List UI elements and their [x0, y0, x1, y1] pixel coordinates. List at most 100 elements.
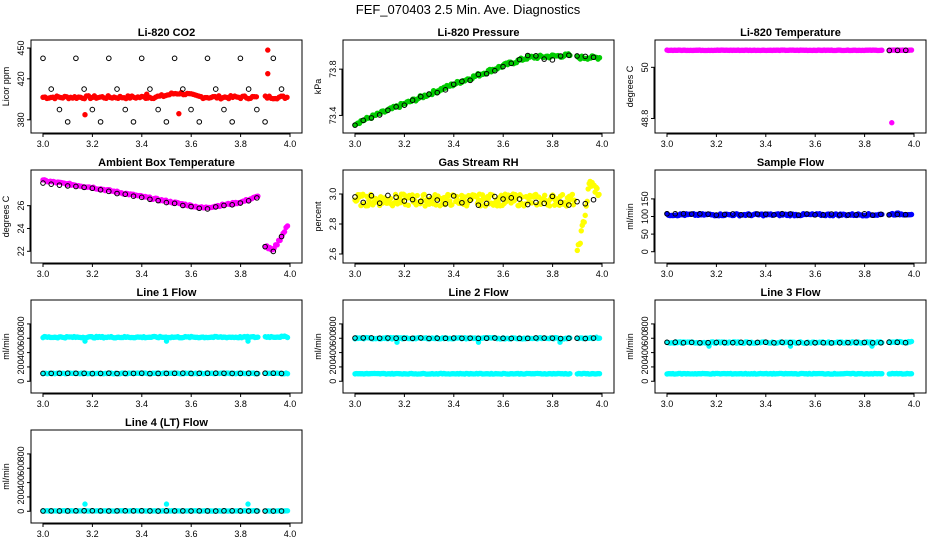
x-tick-label: 3.0	[349, 399, 362, 409]
data-point	[582, 53, 589, 60]
data-point	[270, 508, 277, 514]
data-point	[886, 47, 893, 54]
x-tick-label: 3.2	[86, 269, 99, 279]
data-point	[163, 119, 170, 125]
data-point	[56, 182, 63, 188]
data-point	[574, 247, 580, 254]
data-series	[40, 89, 260, 118]
data-point	[106, 508, 112, 514]
x-tick-label: 3.2	[398, 139, 411, 149]
data-point	[500, 63, 506, 70]
data-point	[467, 197, 473, 203]
data-point	[582, 335, 589, 342]
data-point	[48, 181, 55, 187]
data-point	[418, 198, 424, 205]
data-point	[894, 211, 901, 218]
x-tick-label: 3.4	[136, 269, 149, 279]
x-tick-label: 3.6	[185, 529, 198, 539]
data-point	[284, 94, 290, 100]
data-point	[421, 191, 427, 198]
data-point	[73, 183, 79, 190]
data-series	[574, 370, 603, 377]
data-point	[492, 193, 498, 200]
x-tick-label: 3.4	[136, 399, 149, 409]
data-point	[368, 192, 375, 199]
y-tick-label: 600	[328, 331, 338, 346]
x-tick-label: 3.2	[398, 269, 411, 279]
x-tick-label: 3.8	[234, 139, 247, 149]
y-tick-label: 200	[16, 359, 26, 374]
x-tick-label: 3.0	[37, 529, 50, 539]
data-point	[229, 508, 235, 514]
x-tick-label: 3.4	[136, 529, 149, 539]
data-point	[549, 335, 556, 341]
data-point	[245, 86, 252, 92]
data-point	[401, 198, 408, 204]
data-point	[237, 200, 244, 206]
data-point	[459, 335, 465, 342]
data-point	[82, 501, 88, 507]
data-point	[270, 55, 277, 62]
data-point	[114, 508, 120, 514]
x-tick-label: 3.6	[185, 399, 198, 409]
data-point	[754, 211, 761, 217]
data-point	[144, 91, 150, 97]
data-point	[278, 508, 285, 514]
data-series	[352, 192, 597, 208]
x-tick-label: 3.0	[661, 399, 674, 409]
data-series	[40, 370, 285, 377]
data-point	[483, 335, 490, 342]
data-point	[434, 335, 441, 341]
data-point	[566, 52, 572, 59]
data-point	[442, 201, 449, 207]
data-point	[483, 200, 490, 207]
data-point	[97, 186, 104, 193]
y-tick-label: 26	[16, 201, 26, 211]
x-tick-label: 3.0	[37, 139, 50, 149]
data-point	[221, 106, 227, 113]
data-point	[508, 60, 515, 67]
data-point	[467, 335, 473, 341]
data-point	[245, 198, 252, 204]
data-point	[81, 184, 87, 191]
data-point	[196, 370, 203, 377]
x-tick-label: 3.4	[136, 139, 149, 149]
data-point	[284, 508, 291, 514]
data-point	[106, 55, 112, 62]
data-point	[254, 106, 260, 113]
data-point	[475, 335, 482, 342]
data-point	[426, 193, 432, 200]
data-point	[459, 78, 465, 85]
data-series	[664, 339, 909, 346]
data-point	[688, 211, 695, 217]
x-tick-label: 3.2	[86, 399, 99, 409]
data-point	[418, 93, 424, 100]
data-point	[574, 53, 580, 59]
data-point	[64, 508, 71, 514]
data-point	[738, 212, 744, 218]
data-point	[426, 91, 432, 97]
data-point	[89, 507, 96, 514]
chart-panel: Line 1 Flow 3.0 3.2 3.4 3.6 3.8 4.0 0 2004006008…	[1, 287, 303, 409]
data-point	[81, 86, 87, 92]
data-point	[688, 339, 695, 346]
x-tick-label: 3.6	[497, 399, 510, 409]
y-axis-label: kPa	[313, 79, 323, 95]
data-point	[861, 339, 868, 346]
data-point	[385, 192, 391, 199]
data-point	[255, 334, 261, 340]
data-point	[908, 338, 915, 345]
data-point	[836, 212, 843, 218]
data-point	[853, 211, 859, 218]
data-point	[596, 335, 603, 341]
data-point	[147, 370, 153, 377]
y-tick-label: 50	[640, 62, 650, 72]
data-point	[56, 508, 63, 514]
data-point	[746, 339, 753, 346]
data-point	[492, 67, 498, 74]
y-axis-label: degrees C	[625, 65, 635, 107]
data-point	[672, 339, 679, 346]
plot-frame	[342, 169, 615, 264]
data-point	[762, 211, 769, 217]
data-point	[393, 335, 399, 342]
